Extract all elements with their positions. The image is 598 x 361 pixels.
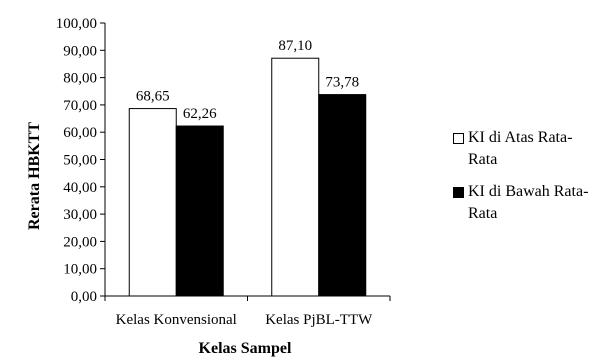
bar-below-average: [318, 94, 367, 297]
bar-below-average: [175, 125, 224, 297]
y-tick-label: 100,00: [56, 16, 97, 32]
y-tick-label: 0,00: [71, 289, 97, 305]
y-tick-label: 60,00: [63, 125, 97, 141]
x-axis-title: Kelas Sampel: [199, 340, 292, 357]
x-category-label: Kelas PjBL-TTW: [265, 312, 373, 328]
y-tick-label: 50,00: [63, 153, 97, 169]
y-tick-label: 70,00: [63, 98, 97, 114]
x-axis-category-labels: Kelas Konvensional Kelas PjBL-TTW: [104, 296, 391, 328]
y-axis-title: Rerata HBKTT: [26, 122, 43, 230]
legend: KI di Atas Rata-Rata KI di Bawah Rata-Ra…: [453, 127, 598, 235]
y-tick-label: 20,00: [63, 234, 97, 250]
data-labels: 68,65 62,26 87,10 73,78: [136, 38, 359, 122]
legend-swatch-white: [453, 133, 464, 144]
y-tick-label: 90,00: [63, 43, 97, 59]
data-label: 73,78: [325, 75, 359, 91]
legend-label: KI di Bawah Rata-Rata: [468, 183, 589, 222]
data-label: 87,10: [278, 38, 312, 54]
data-label: 68,65: [136, 89, 170, 105]
bar-chart: 0,00 10,00 20,00 30,00 40,00 50,00 60,00 70,00 8…: [26, 16, 391, 357]
legend-swatch-black: [453, 187, 464, 198]
y-axis-ticks: 0,00 10,00 20,00 30,00 40,00 50,00 60,00 70,00 8…: [56, 16, 105, 305]
y-tick-label: 40,00: [63, 180, 97, 196]
y-tick-label: 30,00: [63, 207, 97, 223]
y-tick-label: 10,00: [63, 262, 97, 278]
bar-above-average: [271, 57, 320, 297]
x-category-label: Kelas Konvensional: [116, 312, 237, 328]
bars: [128, 57, 367, 297]
legend-item-above-average: KI di Atas Rata-Rata: [453, 127, 598, 171]
legend-item-below-average: KI di Bawah Rata-Rata: [453, 181, 598, 225]
y-tick-label: 80,00: [63, 71, 97, 87]
legend-label: KI di Atas Rata-Rata: [468, 129, 573, 168]
bar-above-average: [128, 108, 177, 297]
data-label: 62,26: [183, 106, 217, 122]
